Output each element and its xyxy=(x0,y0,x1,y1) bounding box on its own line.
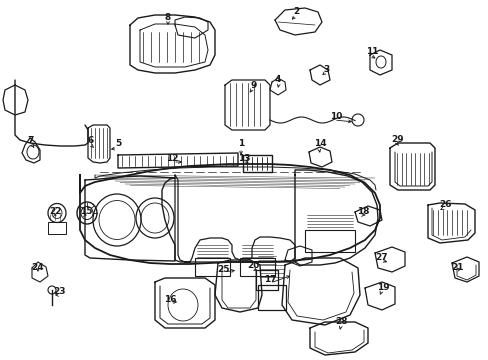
Text: 15: 15 xyxy=(80,207,92,216)
Text: 28: 28 xyxy=(335,318,347,327)
Text: 7: 7 xyxy=(28,136,34,145)
Text: 20: 20 xyxy=(246,261,259,270)
Text: 26: 26 xyxy=(438,201,450,210)
Text: 12: 12 xyxy=(165,154,178,163)
Text: 24: 24 xyxy=(32,262,44,271)
Text: 18: 18 xyxy=(356,207,368,216)
Text: 9: 9 xyxy=(250,81,257,90)
Bar xyxy=(305,230,354,252)
Text: 19: 19 xyxy=(376,283,388,292)
Bar xyxy=(195,258,229,276)
Text: 13: 13 xyxy=(237,154,250,163)
Text: 11: 11 xyxy=(365,48,378,57)
Text: 1: 1 xyxy=(237,139,244,148)
Text: 17: 17 xyxy=(263,275,276,284)
Bar xyxy=(258,285,285,310)
Text: 2: 2 xyxy=(292,8,299,17)
Text: 21: 21 xyxy=(450,262,462,271)
Text: 16: 16 xyxy=(163,294,176,303)
Bar xyxy=(48,222,66,234)
Text: 14: 14 xyxy=(313,139,325,148)
Text: 22: 22 xyxy=(49,207,61,216)
Bar xyxy=(240,258,274,276)
Text: 5: 5 xyxy=(115,139,121,148)
Text: 25: 25 xyxy=(216,265,229,274)
Text: 4: 4 xyxy=(274,76,281,85)
Text: 6: 6 xyxy=(88,136,94,145)
Text: 27: 27 xyxy=(375,252,387,261)
Text: 29: 29 xyxy=(391,135,404,144)
Bar xyxy=(256,270,278,290)
Text: 3: 3 xyxy=(322,64,328,73)
Text: 10: 10 xyxy=(329,112,342,121)
Text: 23: 23 xyxy=(54,288,66,297)
Text: 8: 8 xyxy=(164,13,171,22)
